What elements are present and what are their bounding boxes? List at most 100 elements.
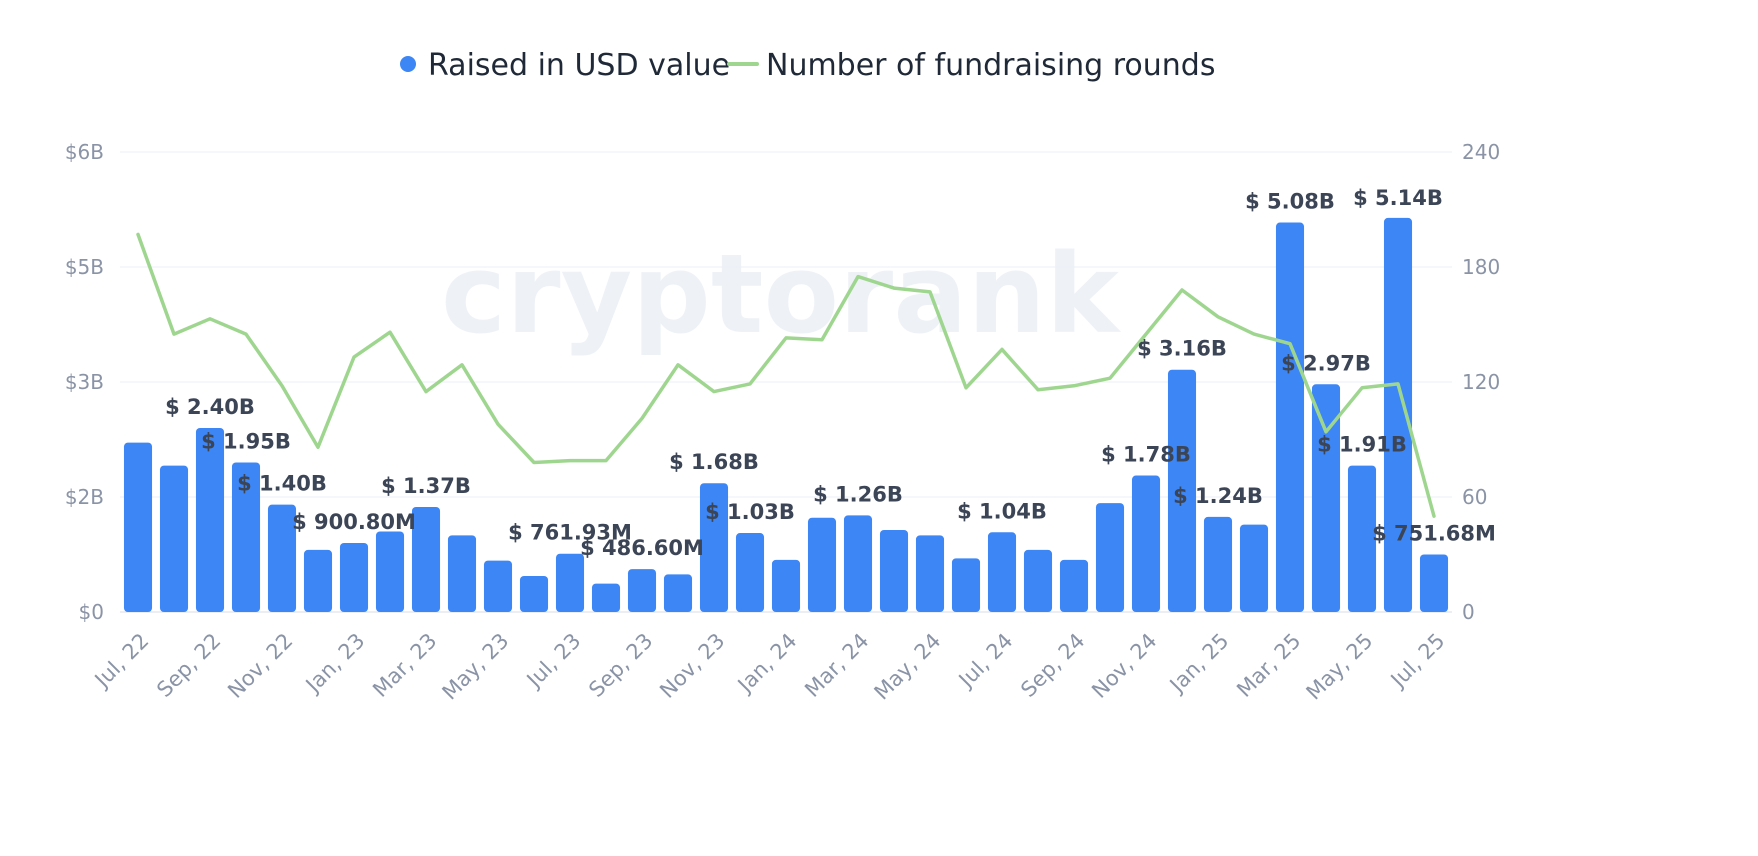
bar-value-label: $ 751.68M [1372,522,1496,546]
data-labels: $ 2.40B $ 1.95B $ 1.40B $ 900.80M $ 1.37B $ 7… [165,186,1496,560]
bar[interactable] [339,543,369,612]
bar-value-label: $ 3.16B [1137,337,1227,361]
bar[interactable] [951,558,981,612]
bar-value-label: $ 2.40B [165,395,255,419]
y-axis-right: 0 60 120 180 240 [1462,140,1500,624]
bar-value-label: $ 761.93M [508,521,632,545]
y-left-tick-label: $3B [65,370,104,394]
y-left-tick-label: $6B [65,140,104,164]
bar[interactable] [231,462,261,613]
bar[interactable] [123,442,153,612]
rounds-line[interactable] [136,232,1436,518]
x-tick-label: Sep, 24 [1016,629,1089,702]
bar-value-label: $ 1.24B [1173,484,1263,508]
legend[interactable]: Raised in USD value Number of fundraising… [400,48,1215,83]
x-tick-label: Jan, 25 [1164,629,1234,699]
y-right-tick-label: 180 [1462,255,1500,279]
bar-value-label: $ 900.80M [292,510,416,534]
legend-item-raised[interactable]: Raised in USD value [400,48,730,83]
x-tick-label: Sep, 23 [584,629,657,702]
y-right-tick-label: 0 [1462,600,1475,624]
legend-label: Number of fundraising rounds [766,48,1215,83]
bar[interactable] [483,560,513,612]
x-tick-label: Mar, 23 [368,629,441,702]
bar-value-label: $ 1.26B [813,482,903,506]
gridlines [120,151,1452,613]
bar[interactable] [1419,554,1449,613]
legend-dot-icon [400,56,416,72]
y-right-tick-label: 60 [1462,485,1487,509]
bar[interactable] [411,506,441,612]
bar[interactable] [627,569,657,612]
bar[interactable] [519,575,549,612]
bar[interactable] [303,549,333,612]
x-tick-label: May, 23 [438,629,514,705]
bar[interactable] [1203,516,1233,612]
bar-value-label: $ 1.78B [1101,443,1191,467]
bar[interactable] [1023,549,1053,612]
bar-value-label: $ 5.14B [1353,186,1443,210]
y-right-tick-label: 120 [1462,370,1500,394]
bar-value-label: $ 2.97B [1281,351,1371,375]
x-tick-label: May, 25 [1302,629,1378,705]
bar[interactable] [771,559,801,612]
y-left-tick-label: $2B [65,485,104,509]
watermark-text: cryptorank [441,230,1122,358]
x-tick-label: Nov, 24 [1087,629,1161,703]
bar[interactable] [735,533,765,612]
bar[interactable] [159,465,189,612]
x-tick-label: Jan, 23 [300,629,370,699]
bar-series [123,217,1449,613]
bar[interactable] [879,529,909,612]
x-tick-label: Jan, 24 [732,629,802,699]
bar[interactable] [591,583,621,612]
x-tick-label: Jul, 25 [1385,629,1450,694]
bar[interactable] [1311,384,1341,612]
bar[interactable] [195,428,225,612]
x-tick-label: Mar, 25 [1232,629,1305,702]
bar-value-label: $ 5.08B [1245,190,1335,214]
x-tick-label: Mar, 24 [800,629,873,702]
bar-value-label: $ 1.95B [201,430,291,454]
legend-item-rounds[interactable]: Number of fundraising rounds [727,48,1215,83]
bar[interactable] [1239,524,1269,612]
x-tick-label: Jul, 23 [521,629,586,694]
bar[interactable] [1059,559,1089,612]
x-tick-label: Nov, 23 [655,629,729,703]
bar[interactable] [267,504,297,612]
y-axis-left: $0 $2B $3B $5B $6B [65,140,104,624]
y-left-tick-label: $5B [65,255,104,279]
bar-value-label: $ 1.37B [381,474,471,498]
bar[interactable] [663,574,693,612]
bar[interactable] [699,483,729,612]
bar[interactable] [375,531,405,613]
x-tick-label: Jul, 24 [953,629,1018,694]
x-tick-label: Sep, 22 [152,629,225,702]
bar[interactable] [447,535,477,612]
bar-value-label: $ 1.03B [705,500,795,524]
bar-value-label: $ 1.68B [669,450,759,474]
bar[interactable] [807,517,837,612]
bar[interactable] [1131,475,1161,612]
bar[interactable] [987,532,1017,612]
bar[interactable] [1275,222,1305,613]
bar[interactable] [1167,369,1197,612]
legend-label: Raised in USD value [428,48,730,83]
y-left-tick-label: $0 [79,600,104,624]
bar-value-label: $ 1.91B [1317,433,1407,457]
bar[interactable] [843,515,873,612]
x-tick-label: May, 24 [870,629,946,705]
x-tick-label: Nov, 22 [223,629,297,703]
bar[interactable] [1383,217,1413,612]
line-series [136,232,1436,518]
bar[interactable] [915,535,945,612]
bar-value-label: $ 486.60M [580,536,704,560]
y-right-tick-label: 240 [1462,140,1500,164]
bar[interactable] [1347,465,1377,612]
bar[interactable] [1095,503,1125,612]
bar-value-label: $ 1.04B [957,499,1047,523]
bar[interactable] [555,553,585,612]
bar-value-label: $ 1.40B [237,472,327,496]
